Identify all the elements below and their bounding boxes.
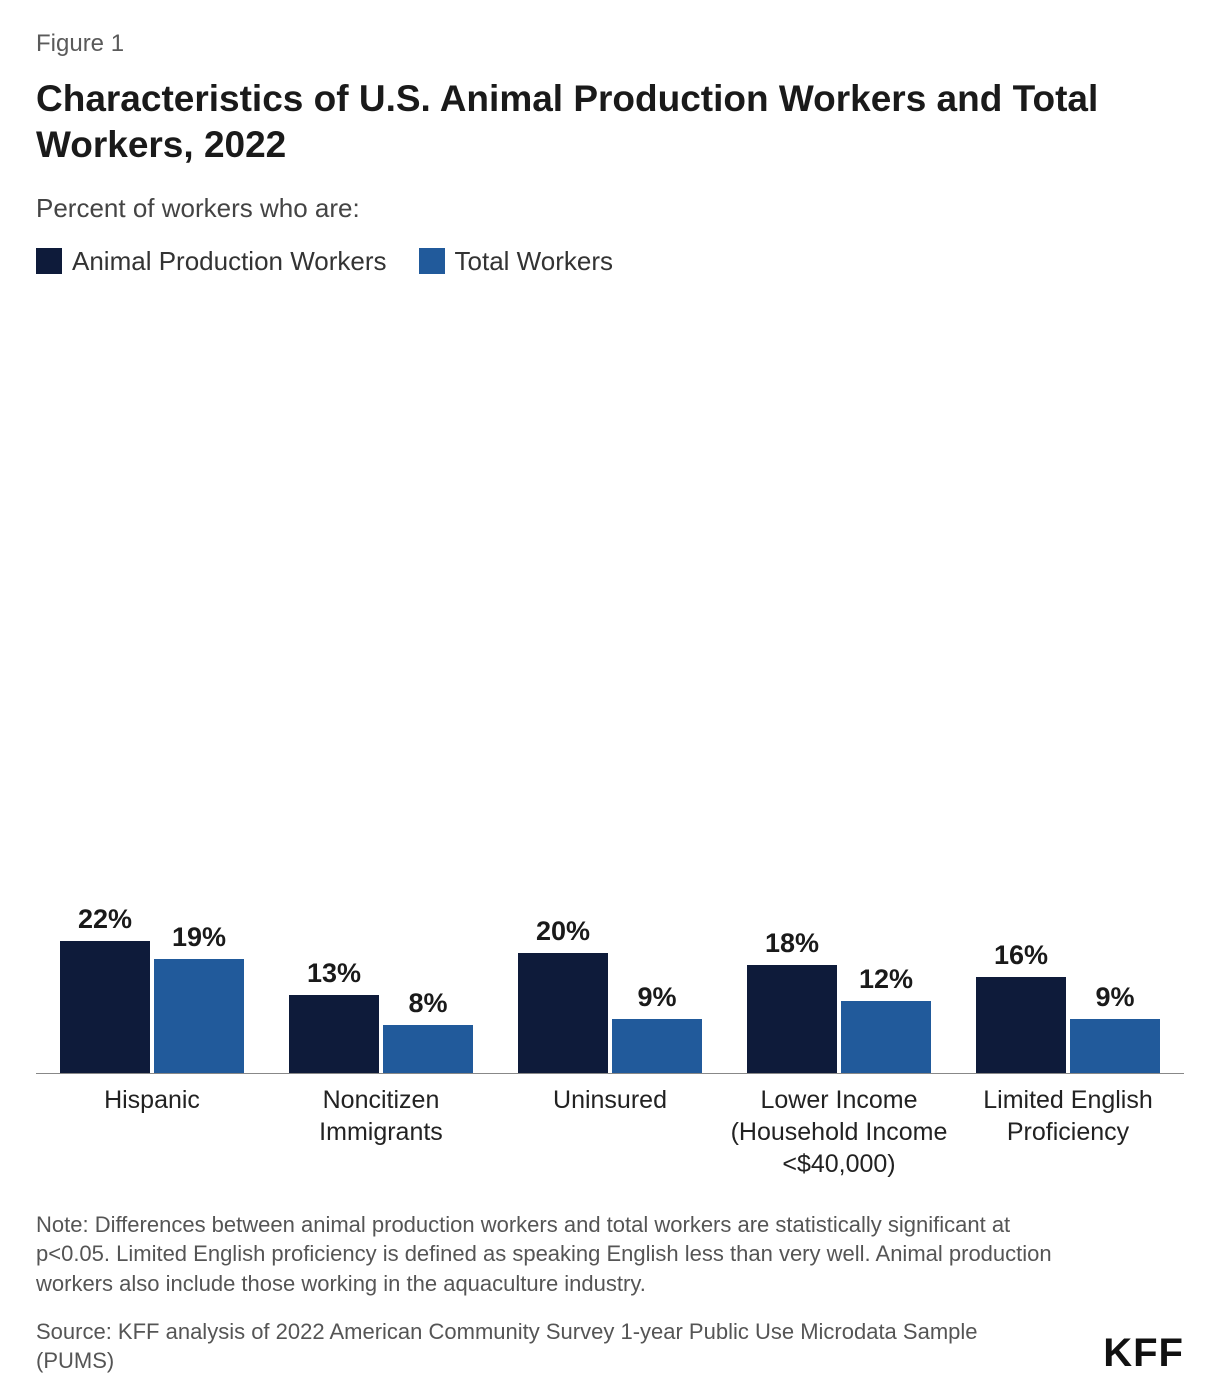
kff-logo: KFF <box>1103 1331 1184 1376</box>
bar-wrap-series-b: 9% <box>1070 982 1160 1073</box>
bar-group: 22% 19% <box>42 904 262 1073</box>
footer: Source: KFF analysis of 2022 American Co… <box>36 1317 1184 1376</box>
bar-series-a <box>747 965 837 1073</box>
legend-label-a: Animal Production Workers <box>72 246 387 277</box>
legend: Animal Production Workers Total Workers <box>36 246 1184 277</box>
figure-label: Figure 1 <box>36 30 1184 58</box>
legend-swatch-a <box>36 248 62 274</box>
chart-note: Note: Differences between animal product… <box>36 1210 1056 1299</box>
bar-value-label: 19% <box>172 922 226 953</box>
bar-series-a <box>976 977 1066 1073</box>
bar-value-label: 9% <box>637 982 676 1013</box>
category-label: Hispanic <box>42 1084 262 1180</box>
bar-series-b <box>383 1025 473 1073</box>
chart-title: Characteristics of U.S. Animal Productio… <box>36 76 1184 169</box>
chart-area: 22% 19% 13% 8% 20% 9% 18% 12% 16% 9% <box>36 287 1184 1073</box>
bar-group: 13% 8% <box>271 958 491 1073</box>
bar-wrap-series-a: 16% <box>976 940 1066 1073</box>
bar-wrap-series-b: 12% <box>841 964 931 1073</box>
bar-value-label: 20% <box>536 916 590 947</box>
bar-value-label: 16% <box>994 940 1048 971</box>
chart-subtitle: Percent of workers who are: <box>36 193 1184 224</box>
bar-groups: 22% 19% 13% 8% 20% 9% 18% 12% 16% 9% <box>36 287 1184 1073</box>
bar-series-b <box>841 1001 931 1073</box>
bar-value-label: 13% <box>307 958 361 989</box>
bar-value-label: 8% <box>408 988 447 1019</box>
bar-series-a <box>60 941 150 1073</box>
bar-value-label: 9% <box>1095 982 1134 1013</box>
bar-series-b <box>1070 1019 1160 1073</box>
bar-series-b <box>612 1019 702 1073</box>
bar-group: 16% 9% <box>958 940 1178 1073</box>
bar-series-a <box>289 995 379 1073</box>
legend-label-b: Total Workers <box>455 246 613 277</box>
category-labels: HispanicNoncitizen ImmigrantsUninsuredLo… <box>36 1074 1184 1180</box>
chart-source: Source: KFF analysis of 2022 American Co… <box>36 1317 996 1376</box>
bar-wrap-series-a: 22% <box>60 904 150 1073</box>
bar-value-label: 12% <box>859 964 913 995</box>
bar-wrap-series-b: 19% <box>154 922 244 1073</box>
legend-swatch-b <box>419 248 445 274</box>
category-label: Noncitizen Immigrants <box>271 1084 491 1180</box>
category-label: Limited English Proficiency <box>958 1084 1178 1180</box>
bar-wrap-series-a: 13% <box>289 958 379 1073</box>
bar-value-label: 18% <box>765 928 819 959</box>
bar-series-b <box>154 959 244 1073</box>
bar-series-a <box>518 953 608 1073</box>
bar-value-label: 22% <box>78 904 132 935</box>
legend-item-series-b: Total Workers <box>419 246 613 277</box>
bar-wrap-series-a: 18% <box>747 928 837 1073</box>
category-label: Lower Income (Household Income <$40,000) <box>729 1084 949 1180</box>
bar-wrap-series-b: 8% <box>383 988 473 1073</box>
bar-group: 20% 9% <box>500 916 720 1073</box>
legend-item-series-a: Animal Production Workers <box>36 246 387 277</box>
bar-group: 18% 12% <box>729 928 949 1073</box>
bar-wrap-series-a: 20% <box>518 916 608 1073</box>
category-label: Uninsured <box>500 1084 720 1180</box>
bar-wrap-series-b: 9% <box>612 982 702 1073</box>
figure-container: Figure 1 Characteristics of U.S. Animal … <box>0 0 1220 1400</box>
